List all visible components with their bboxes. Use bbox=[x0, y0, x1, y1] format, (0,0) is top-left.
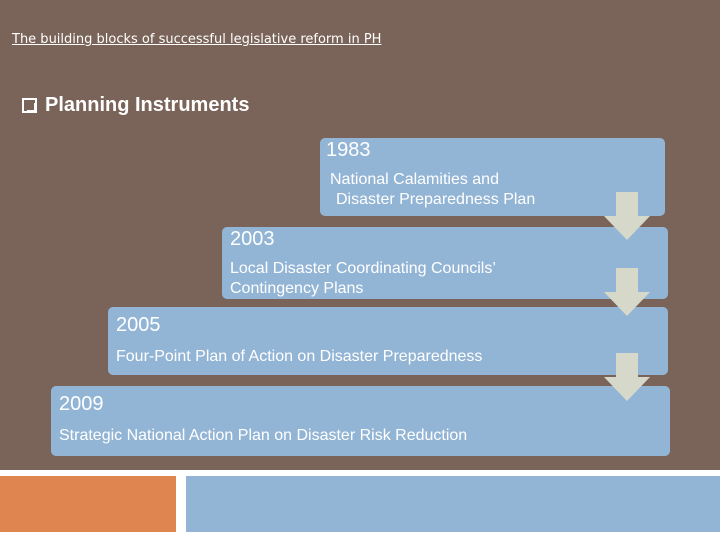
section-heading-text: Planning Instruments bbox=[45, 94, 250, 116]
timeline-year: 2003 bbox=[230, 228, 275, 250]
down-arrow-icon bbox=[604, 192, 650, 240]
timeline-step-2005: 2005 Four-Point Plan of Action on Disast… bbox=[108, 307, 668, 375]
down-arrow-icon bbox=[604, 268, 650, 316]
timeline-step-2009: 2009 Strategic National Action Plan on D… bbox=[51, 386, 670, 456]
footer-accent-orange bbox=[0, 476, 176, 532]
timeline-description: National Calamities and Disaster Prepare… bbox=[330, 171, 536, 208]
timeline-description: Local Disaster Coordinating Councils’ Co… bbox=[230, 260, 496, 297]
timeline-description: Strategic National Action Plan on Disast… bbox=[59, 427, 468, 444]
footer-accent-blue bbox=[186, 476, 720, 532]
timeline-step-1983: 1983 National Calamities and Disaster Pr… bbox=[320, 138, 665, 216]
down-arrow-icon bbox=[604, 353, 650, 401]
timeline-step-2003: 2003 Local Disaster Coordinating Council… bbox=[222, 227, 668, 299]
timeline-year: 2009 bbox=[59, 393, 104, 415]
timeline-year: 2005 bbox=[116, 314, 161, 336]
section-heading: Planning Instruments bbox=[22, 94, 249, 117]
slide-title: The building blocks of successful legisl… bbox=[12, 32, 382, 47]
checkbox-bullet-icon bbox=[22, 98, 37, 113]
timeline-year: 1983 bbox=[326, 139, 371, 161]
timeline-description: Four-Point Plan of Action on Disaster Pr… bbox=[116, 348, 483, 365]
